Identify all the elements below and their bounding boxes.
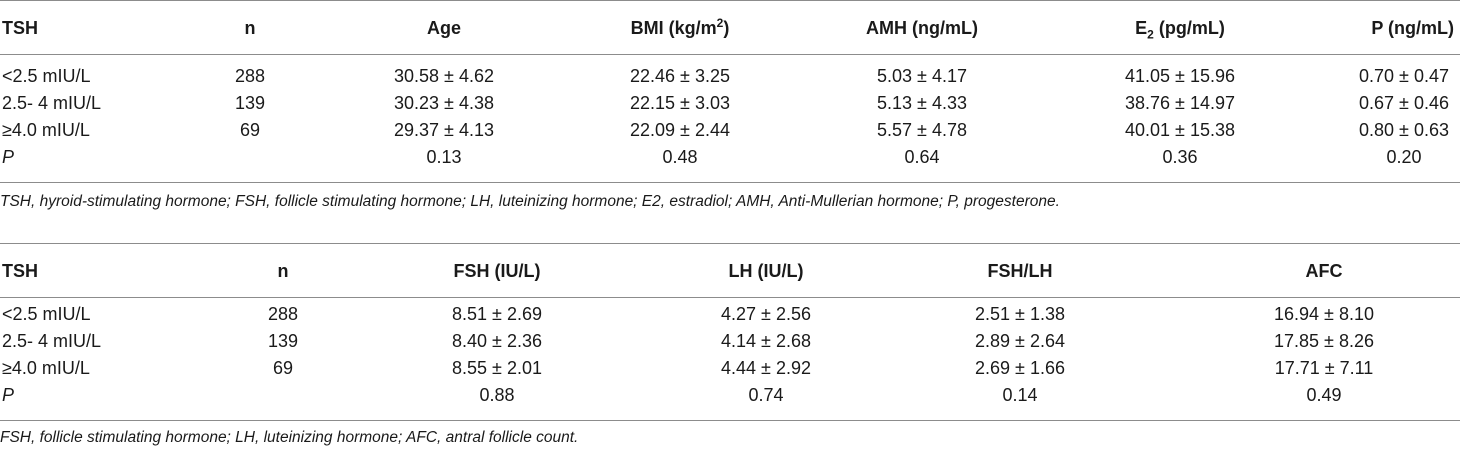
table1-header-age: Age (426, 18, 462, 38)
table2-header-rule (0, 297, 1460, 298)
table1-cell-age: 30.58 ± 4.62 (394, 66, 494, 86)
table1-header-bmi: BMI (kg/m2) (630, 16, 730, 38)
table1-cell-e2: 0.36 (1162, 147, 1198, 167)
table2-header-tsh: TSH (2, 261, 38, 281)
table2-footnote: FSH, follicle stimulating hormone; LH, l… (0, 429, 579, 446)
table2-row: 2.5- 4 mIU/L 139 8.40 ± 2.36 4.14 ± 2.68 2.8… (0, 327, 1460, 355)
table2-cell-fsh-lh: 2.51 ± 1.38 (975, 304, 1065, 324)
table1-cell-p: 0.80 ± 0.63 (1359, 120, 1449, 140)
table1-row: <2.5 mIU/L 288 30.58 ± 4.62 22.46 ± 3.25 5.0… (0, 62, 1460, 90)
table1-header-rule (0, 54, 1460, 55)
table1-top-rule (0, 0, 1460, 1)
table2-cell-fsh-lh: 2.69 ± 1.66 (975, 358, 1065, 378)
table2-header-fsh-lh: FSH/LH (987, 261, 1053, 281)
table1-cell-amh: 5.13 ± 4.33 (877, 93, 967, 113)
table1-cell-e2: 40.01 ± 15.38 (1125, 120, 1235, 140)
table1-cell-bmi: 22.09 ± 2.44 (630, 120, 730, 140)
table2-cell-tsh: ≥4.0 mIU/L (2, 358, 90, 378)
table1-row: P 0.13 0.48 0.64 0.36 0.20 (0, 143, 1460, 171)
table1-header-amh: AMH (ng/mL) (866, 18, 978, 38)
table1-cell-p: 0.70 ± 0.47 (1359, 66, 1449, 86)
table1-cell-bmi: 0.48 (662, 147, 698, 167)
table2-cell-fsh: 8.51 ± 2.69 (452, 304, 542, 324)
table1-cell-e2: 38.76 ± 14.97 (1125, 93, 1235, 113)
table2-cell-afc: 16.94 ± 8.10 (1274, 304, 1374, 324)
table2-cell-fsh: 8.40 ± 2.36 (452, 331, 542, 351)
table2-cell-fsh: 8.55 ± 2.01 (452, 358, 542, 378)
table1-cell-age: 29.37 ± 4.13 (394, 120, 494, 140)
table1-cell-tsh: P (2, 147, 15, 167)
table2-row: <2.5 mIU/L 288 8.51 ± 2.69 4.27 ± 2.56 2.51 … (0, 300, 1460, 328)
table1-cell-tsh: ≥4.0 mIU/L (2, 120, 90, 140)
table2-row: P 0.88 0.74 0.14 0.49 (0, 381, 1460, 409)
table1-cell-n: 69 (239, 120, 261, 140)
table1-row: ≥4.0 mIU/L 69 29.37 ± 4.13 22.09 ± 2.44 5.57… (0, 116, 1460, 144)
table1-cell-n: 288 (234, 66, 266, 86)
table2-cell-afc: 0.49 (1306, 385, 1342, 405)
table2-cell-lh: 4.14 ± 2.68 (721, 331, 811, 351)
table2-cell-fsh: 0.88 (479, 385, 515, 405)
table1-header-tsh: TSH (2, 18, 38, 38)
table2-cell-n: 288 (267, 304, 299, 324)
table1-cell-amh: 0.64 (904, 147, 940, 167)
table2-cell-lh: 0.74 (748, 385, 784, 405)
table1-cell-n: 139 (234, 93, 266, 113)
table1-cell-p: 0.67 ± 0.46 (1359, 93, 1449, 113)
table2-bottom-rule (0, 420, 1460, 421)
table2-cell-tsh: P (2, 385, 15, 405)
table1-header-e2: E2 (pg/mL) (1135, 18, 1225, 42)
table2-cell-n: 139 (267, 331, 299, 351)
table1-cell-bmi: 22.15 ± 3.03 (630, 93, 730, 113)
table1-cell-age: 0.13 (426, 147, 462, 167)
table2-cell-lh: 4.27 ± 2.56 (721, 304, 811, 324)
table2-cell-lh: 4.44 ± 2.92 (721, 358, 811, 378)
table1-cell-p: 0.20 (1386, 147, 1422, 167)
table1-cell-age: 30.23 ± 4.38 (394, 93, 494, 113)
table1-footnote: TSH, hyroid-stimulating hormone; FSH, fo… (0, 193, 1060, 210)
table2-header-fsh: FSH (IU/L) (453, 261, 541, 281)
table1-row: 2.5- 4 mIU/L 139 30.23 ± 4.38 22.15 ± 3.03 5… (0, 89, 1460, 117)
table1-cell-tsh: <2.5 mIU/L (2, 66, 91, 86)
table1-cell-bmi: 22.46 ± 3.25 (630, 66, 730, 86)
table2-header-lh: LH (IU/L) (728, 261, 804, 281)
table1-header-row: TSH n Age BMI (kg/m2) AMH (ng/mL) E2 (pg… (0, 14, 1460, 42)
table2-top-rule (0, 243, 1460, 244)
table2-cell-fsh-lh: 0.14 (1002, 385, 1038, 405)
table2-header-n: n (277, 261, 289, 281)
table1-cell-e2: 41.05 ± 15.96 (1125, 66, 1235, 86)
table2-header-row: TSH n FSH (IU/L) LH (IU/L) FSH/LH AFC (0, 257, 1460, 285)
table1-header-n: n (244, 18, 256, 38)
table1-bottom-rule (0, 182, 1460, 183)
table2-cell-afc: 17.71 ± 7.11 (1274, 358, 1374, 378)
table2-cell-n: 69 (272, 358, 294, 378)
table1-cell-amh: 5.03 ± 4.17 (877, 66, 967, 86)
table2-cell-tsh: <2.5 mIU/L (2, 304, 91, 324)
table2-header-afc: AFC (1305, 261, 1343, 281)
table2-cell-fsh-lh: 2.89 ± 2.64 (975, 331, 1065, 351)
table2-cell-tsh: 2.5- 4 mIU/L (2, 331, 102, 351)
table2-row: ≥4.0 mIU/L 69 8.55 ± 2.01 4.44 ± 2.92 2.69 ±… (0, 354, 1460, 382)
table1-header-p: P (ng/mL) (1371, 18, 1454, 38)
table1-cell-amh: 5.57 ± 4.78 (877, 120, 967, 140)
table1-cell-tsh: 2.5- 4 mIU/L (2, 93, 102, 113)
table2-cell-afc: 17.85 ± 8.26 (1274, 331, 1374, 351)
